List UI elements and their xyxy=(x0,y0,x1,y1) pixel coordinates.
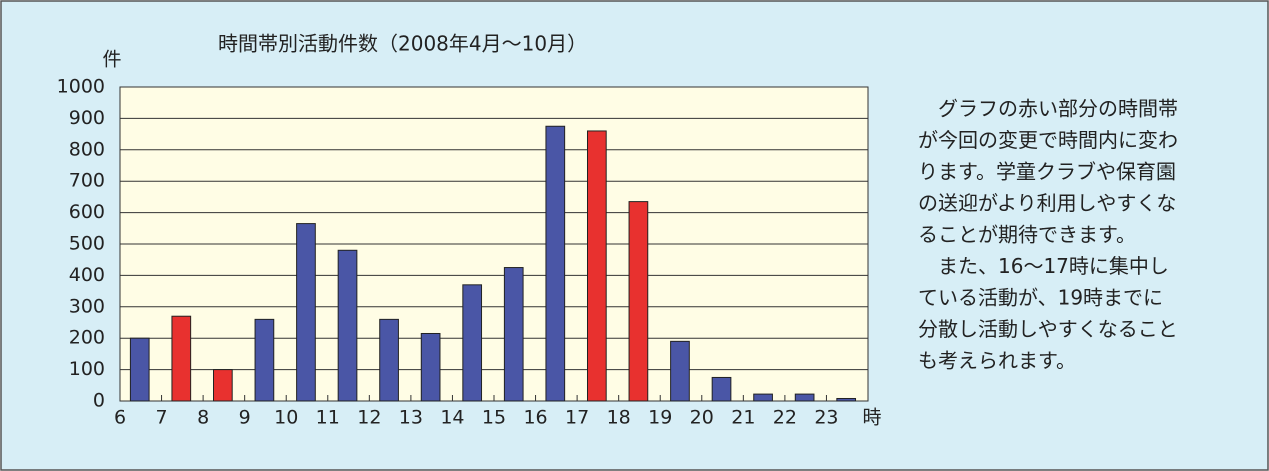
x-tick-label: 12 xyxy=(357,407,381,429)
x-tick-label: 15 xyxy=(482,407,506,429)
note-line: の送迎がより利用しやすくな xyxy=(918,191,1176,215)
x-tick-label: 8 xyxy=(197,407,209,429)
x-tick-label: 6 xyxy=(114,407,126,429)
bar xyxy=(587,130,607,402)
y-tick-label: 900 xyxy=(69,107,105,129)
x-tick-label: 11 xyxy=(316,407,340,429)
bar xyxy=(836,397,857,402)
x-tick-label: 14 xyxy=(440,407,464,429)
bar xyxy=(171,315,192,402)
y-axis-label: 件 xyxy=(102,49,121,71)
bar xyxy=(545,125,566,402)
y-tick-label: 100 xyxy=(69,358,105,380)
note-line: 分散し活動しやすくなること xyxy=(918,317,1178,341)
y-tick-label: 600 xyxy=(69,201,105,223)
bar xyxy=(711,376,732,402)
bar xyxy=(129,337,150,402)
x-tick-label: 18 xyxy=(607,407,631,429)
y-tick-label: 700 xyxy=(69,170,105,192)
x-tick-label: 19 xyxy=(648,407,672,429)
bar xyxy=(213,369,233,402)
bar xyxy=(462,284,483,402)
x-tick-label: 22 xyxy=(773,407,797,429)
note-line: ている活動が、19時までに xyxy=(918,286,1163,310)
note-line: ります。学童クラブや保育園 xyxy=(918,160,1176,184)
note-line: も考えられます。 xyxy=(918,349,1076,373)
chart-title: 時間帯別活動件数（2008年4月〜10月） xyxy=(218,32,587,56)
bar xyxy=(337,249,358,402)
bar xyxy=(794,393,815,402)
x-tick-label: 16 xyxy=(523,407,547,429)
x-tick-label: 17 xyxy=(565,407,589,429)
y-tick-label: 0 xyxy=(93,390,105,412)
bar xyxy=(420,332,441,402)
x-tick-label: 20 xyxy=(690,407,714,429)
bar xyxy=(379,318,399,402)
y-tick-label: 500 xyxy=(69,233,105,255)
x-axis-label: 時 xyxy=(862,407,881,429)
note-line: が今回の変更で時間内に変わ xyxy=(918,128,1178,152)
note-line: ることが期待できます。 xyxy=(918,223,1136,247)
note-line: また、16〜17時に集中し xyxy=(938,254,1169,278)
bar xyxy=(628,201,649,402)
y-tick-label: 1000 xyxy=(57,76,105,98)
y-tick-label: 300 xyxy=(69,295,105,317)
y-tick-label: 200 xyxy=(69,327,105,349)
bar xyxy=(753,393,773,402)
x-tick-label: 7 xyxy=(156,407,168,429)
y-tick-label: 400 xyxy=(69,264,105,286)
x-tick-label: 23 xyxy=(814,407,838,429)
x-tick-label: 9 xyxy=(239,407,251,429)
note-line: グラフの赤い部分の時間帯 xyxy=(938,97,1178,121)
bar xyxy=(670,340,690,402)
bar xyxy=(254,318,275,402)
x-tick-label: 21 xyxy=(731,407,755,429)
x-tick-label: 13 xyxy=(399,407,423,429)
bar xyxy=(503,267,524,402)
y-tick-label: 800 xyxy=(69,138,105,160)
x-tick-label: 10 xyxy=(274,407,298,429)
bar xyxy=(296,223,316,402)
